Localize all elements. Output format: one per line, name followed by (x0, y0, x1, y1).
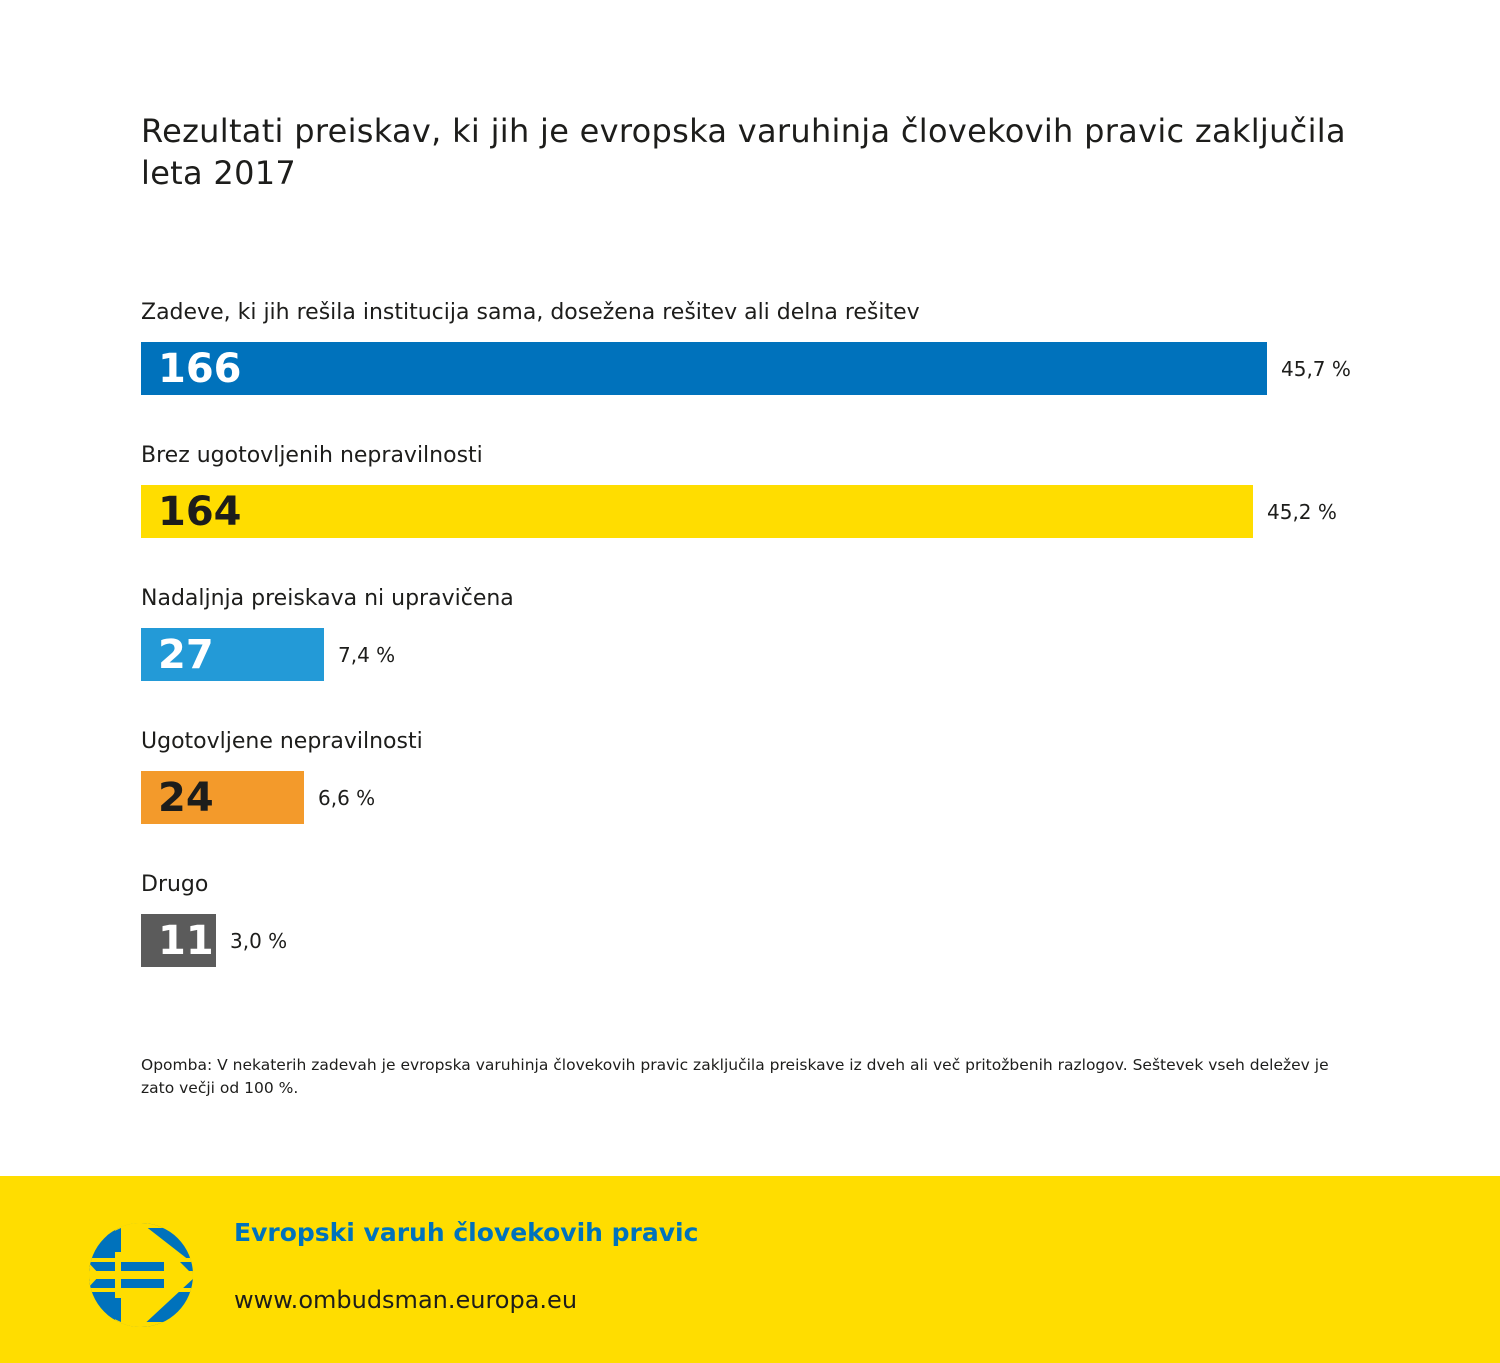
bar-value-label: 11 (158, 918, 214, 964)
bar-value-label: 164 (158, 489, 242, 535)
category-label: Brez ugotovljenih nepravilnosti (141, 443, 483, 468)
bar-value-label: 24 (158, 775, 214, 821)
footer: Evropski varuh človekovih pravic www.omb… (0, 1176, 1500, 1363)
bar: 166 (141, 342, 1267, 395)
category-label: Nadaljnja preiskava ni upravičena (141, 586, 514, 611)
bar: 27 (141, 628, 324, 681)
category-label: Ugotovljene nepravilnosti (141, 729, 423, 754)
bar: 24 (141, 771, 304, 824)
bar: 164 (141, 485, 1253, 538)
percent-label: 3,0 % (230, 929, 288, 953)
chart-title: Rezultati preiskav, ki jih je evropska v… (141, 112, 1346, 192)
category-label: Drugo (141, 872, 209, 897)
bar-value-label: 27 (158, 632, 214, 678)
footnote: Opomba: V nekaterih zadevah je evropska … (141, 1056, 1329, 1097)
organization-name: Evropski varuh človekovih pravic (234, 1218, 699, 1247)
percent-label: 6,6 % (318, 786, 376, 810)
percent-label: 45,7 % (1281, 357, 1351, 381)
category-label: Zadeve, ki jih rešila institucija sama, … (141, 300, 920, 325)
website-link[interactable]: www.ombudsman.europa.eu (234, 1286, 578, 1314)
ombudsman-logo-icon (89, 1223, 193, 1327)
bar-value-label: 166 (158, 346, 242, 392)
percent-label: 45,2 % (1267, 500, 1337, 524)
percent-label: 7,4 % (338, 643, 396, 667)
bar: 11 (141, 914, 216, 967)
